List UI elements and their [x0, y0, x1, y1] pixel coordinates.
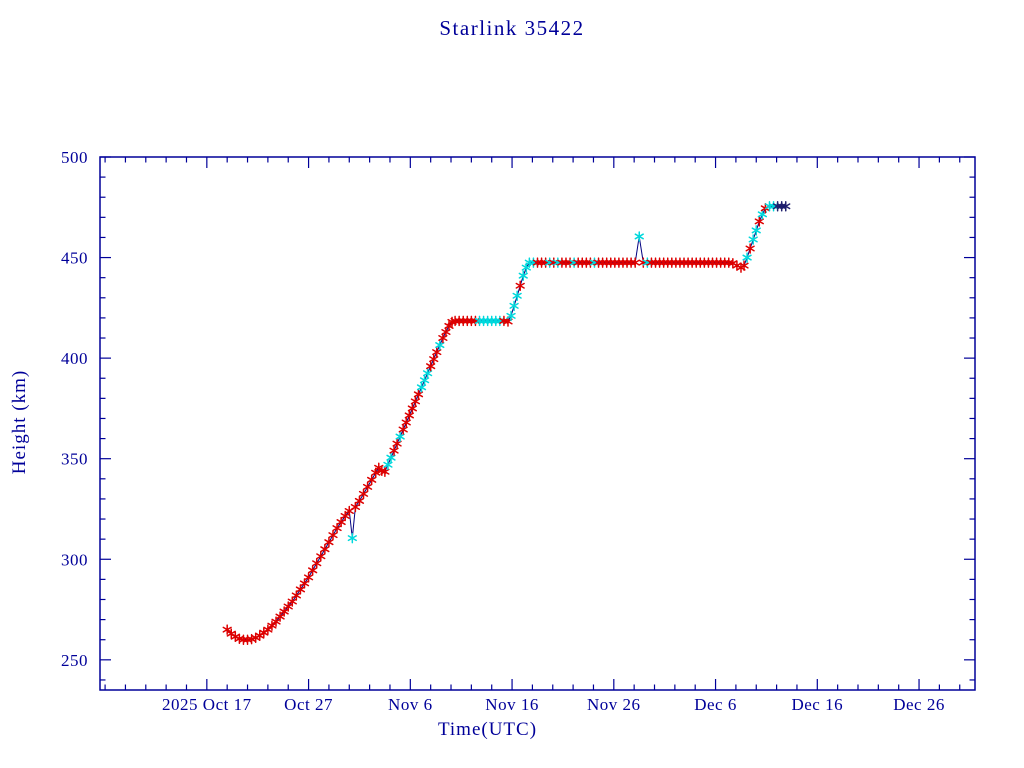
data-point-marker [336, 516, 346, 528]
data-point-marker [509, 300, 519, 312]
data-point-marker [518, 270, 528, 281]
data-point-marker [358, 488, 369, 500]
data-point-marker [295, 584, 306, 595]
x-tick-label: Nov 26 [587, 695, 641, 714]
data-point-marker [386, 452, 396, 463]
y-tick-label: 400 [61, 349, 88, 368]
data-point-marker [742, 252, 752, 263]
y-tick-label: 250 [61, 651, 88, 670]
y-tick-label: 300 [61, 550, 88, 569]
data-point-marker [263, 624, 273, 635]
y-tick-label: 350 [61, 450, 88, 469]
data-point-marker [432, 346, 442, 358]
data-point-marker [312, 558, 322, 569]
data-point-marker [267, 620, 277, 631]
data-point-marker [287, 596, 297, 607]
x-tick-label: 2025 Oct 17 [162, 695, 252, 714]
data-point-marker [506, 310, 516, 322]
data-point-marker [316, 550, 326, 562]
data-point-marker [781, 201, 791, 212]
data-point-marker [413, 389, 424, 400]
x-tick-label: Dec 16 [791, 695, 843, 714]
data-point-marker [222, 624, 232, 635]
data-point-marker [320, 543, 330, 555]
x-tick-label: Dec 6 [694, 695, 737, 714]
data-point-marker [398, 424, 408, 435]
data-point-marker [634, 231, 644, 242]
data-point-marker [291, 590, 302, 601]
data-point-marker [367, 474, 377, 486]
chart-title: Starlink 35422 [439, 16, 585, 40]
y-tick-label: 450 [61, 249, 88, 268]
data-point-marker [515, 280, 525, 291]
x-tick-label: Nov 6 [388, 695, 433, 714]
data-point-marker [392, 438, 402, 449]
data-point-marker [401, 417, 411, 428]
data-point-marker [416, 382, 427, 393]
x-axis-label: Time(UTC) [437, 719, 538, 740]
data-line [226, 205, 786, 641]
data-point-marker [426, 360, 436, 372]
data-point-marker [380, 466, 390, 478]
data-point-marker [354, 495, 365, 507]
data-point-marker [389, 445, 399, 456]
x-tick-label: Dec 26 [893, 695, 945, 714]
data-point-marker [303, 572, 314, 583]
data-point-marker [630, 257, 640, 268]
data-point-marker [347, 532, 357, 544]
data-point-marker [350, 501, 361, 513]
data-point-marker [328, 529, 338, 541]
plot-frame [99, 156, 976, 691]
data-point-marker [383, 459, 393, 470]
data-point-marker [332, 522, 342, 534]
data-point-marker [751, 225, 761, 236]
data-point-marker [429, 353, 439, 365]
data-point-marker [299, 578, 310, 589]
data-point-marker [422, 367, 433, 379]
y-tick-label: 500 [61, 148, 88, 167]
data-point-marker [404, 410, 414, 421]
data-point-marker [512, 290, 522, 302]
data-point-marker [435, 339, 445, 351]
data-point-marker [362, 481, 373, 493]
data-point-marker [754, 216, 764, 227]
x-tick-label: Nov 16 [485, 695, 539, 714]
data-point-marker [407, 403, 418, 414]
data-point-marker [748, 234, 758, 245]
data-point-marker [745, 243, 755, 254]
x-tick-label: Oct 27 [284, 695, 333, 714]
data-point-marker [410, 396, 421, 407]
data-point-marker [419, 375, 430, 386]
data-point-marker [395, 431, 405, 442]
data-point-marker [307, 565, 318, 576]
data-point-marker [739, 260, 749, 271]
data-point-marker [324, 536, 334, 548]
